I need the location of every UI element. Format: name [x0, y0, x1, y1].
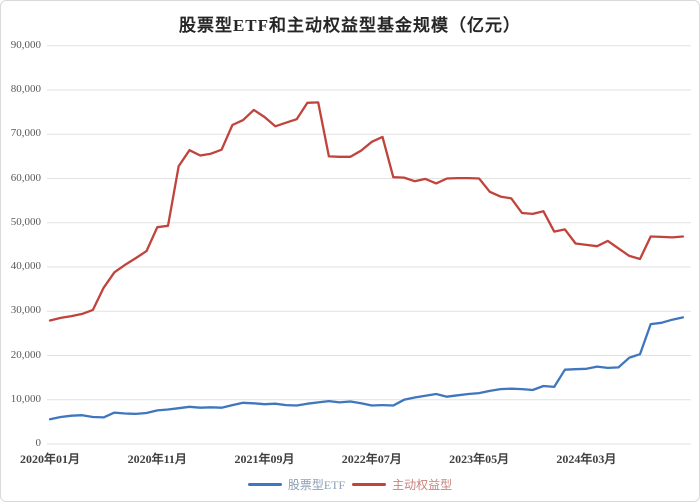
- series-line-etf: [48, 316, 685, 421]
- x-tick-label: 2021年09月: [234, 452, 295, 466]
- y-tick-label: 0: [35, 437, 42, 449]
- y-tick-label: 30,000: [10, 304, 41, 317]
- y-tick-label: 70,000: [10, 127, 41, 140]
- legend-label-etf: 股票型ETF: [287, 478, 346, 492]
- x-tick-label: 2022年07月: [341, 452, 402, 466]
- y-tick-label: 60,000: [10, 171, 41, 184]
- x-tick-label: 2024年03月: [556, 452, 617, 466]
- chart-legend: 股票型ETF 主动权益型: [1, 476, 699, 493]
- y-tick-label: 10,000: [10, 392, 41, 405]
- x-tick-label: 2020年11月: [127, 452, 187, 466]
- legend-label-active: 主动权益型: [392, 478, 453, 492]
- y-tick-label: 40,000: [10, 260, 41, 272]
- y-tick-label: 20,000: [10, 348, 41, 361]
- chart-title: 股票型ETF和主动权益型基金规模（亿元）: [178, 16, 522, 35]
- y-tick-label: 80,000: [10, 83, 41, 95]
- legend-swatch-active: [352, 483, 387, 486]
- legend-item-active: 主动权益型: [352, 476, 452, 493]
- y-tick-label: 50,000: [10, 215, 41, 228]
- x-tick-label: 2020年01月: [19, 452, 81, 466]
- x-tick-label: 2023年05月: [449, 452, 510, 466]
- legend-item-etf: 股票型ETF: [247, 476, 346, 493]
- y-tick-label: 90,000: [10, 38, 41, 51]
- series-line-active: [48, 101, 685, 322]
- legend-swatch-etf: [247, 483, 282, 486]
